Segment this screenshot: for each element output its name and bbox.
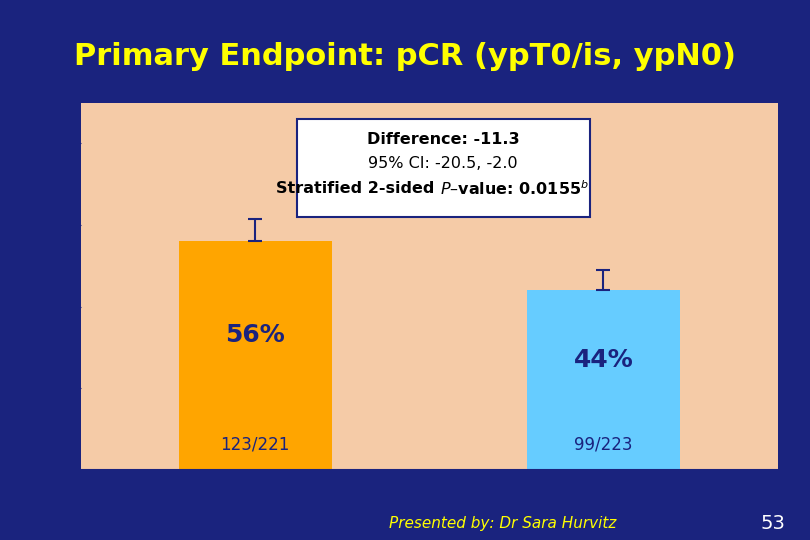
Text: 99/223: 99/223 [574, 435, 633, 454]
Text: 44%: 44% [573, 348, 633, 372]
Text: Stratified 2-sided: Stratified 2-sided [275, 181, 440, 196]
Y-axis label: pCR (%)$^a$: pCR (%)$^a$ [21, 245, 43, 327]
Bar [178, 241, 332, 470]
Text: 123/221: 123/221 [220, 435, 290, 454]
FancyBboxPatch shape [297, 119, 590, 217]
Text: Difference: -11.3: Difference: -11.3 [367, 132, 519, 147]
Text: 53: 53 [761, 514, 786, 534]
Text: 56%: 56% [225, 323, 285, 347]
Text: Primary Endpoint: pCR (ypT0/is, ypN0): Primary Endpoint: pCR (ypT0/is, ypN0) [74, 42, 736, 71]
Text: Presented by: Dr Sara Hurvitz: Presented by: Dr Sara Hurvitz [389, 516, 616, 531]
Bar [526, 291, 680, 470]
Text: $\mathit{P}$–value: 0.0155$^b$: $\mathit{P}$–value: 0.0155$^b$ [440, 179, 589, 198]
Text: 95% CI: -20.5, -2.0: 95% CI: -20.5, -2.0 [369, 156, 518, 171]
